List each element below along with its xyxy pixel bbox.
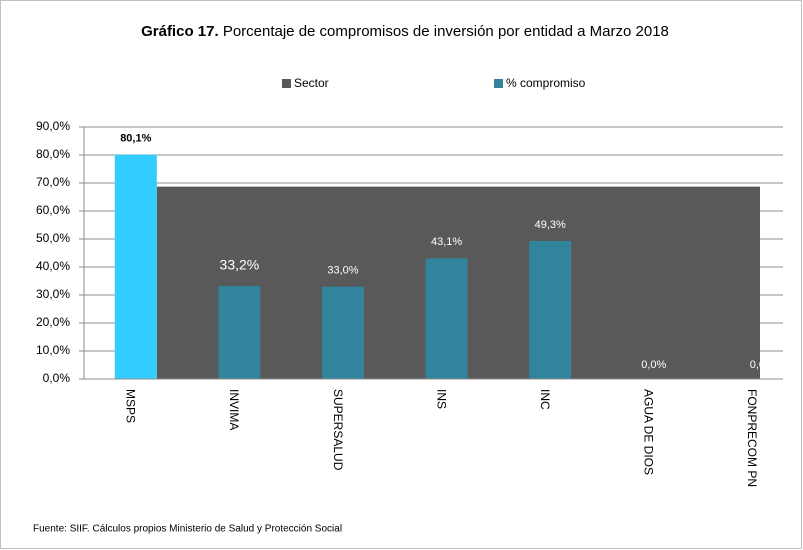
y-tick-label: 80,0% xyxy=(36,147,70,161)
data-label: 0,0% xyxy=(641,359,666,371)
data-label: 43,1% xyxy=(431,236,462,248)
x-tick-label: INC xyxy=(538,389,552,410)
legend-swatch xyxy=(494,79,503,88)
legend-label: Sector xyxy=(294,76,329,90)
y-tick-label: 90,0% xyxy=(36,119,70,133)
x-tick-label: SUPERSALUD xyxy=(331,389,345,471)
data-label: 33,2% xyxy=(220,257,260,273)
title-text: Porcentaje de compromisos de inversión p… xyxy=(223,23,669,40)
bar xyxy=(322,286,364,379)
y-tick-label: 40,0% xyxy=(36,259,70,273)
x-tick-label: INS xyxy=(434,389,448,409)
y-tick-label: 20,0% xyxy=(36,315,70,329)
data-label: 33,0% xyxy=(327,265,358,277)
title-number: Gráfico 17. xyxy=(141,23,219,40)
legend-label: % compromiso xyxy=(506,76,586,90)
data-label: 80,1% xyxy=(120,133,151,145)
x-tick-label: MSPS xyxy=(124,389,138,423)
source-note: Fuente: SIIF. Cálculos propios Ministeri… xyxy=(33,524,342,535)
x-tick-label: FONPRECOM PN xyxy=(745,389,759,487)
data-label: 49,3% xyxy=(535,219,566,231)
bar xyxy=(114,154,157,379)
x-tick-label: AGUA DE DIOS xyxy=(642,389,656,475)
y-tick-label: 60,0% xyxy=(36,203,70,217)
data-label: 0,0 xyxy=(750,359,765,371)
y-tick-label: 0,0% xyxy=(43,371,71,385)
y-tick-label: 30,0% xyxy=(36,287,70,301)
legend-swatch xyxy=(282,79,291,88)
bar xyxy=(218,286,261,379)
bar xyxy=(529,240,572,379)
chart-title: Gráfico 17. Porcentaje de compromisos de… xyxy=(141,23,669,40)
y-tick-label: 70,0% xyxy=(36,175,70,189)
y-tick-label: 50,0% xyxy=(36,231,70,245)
bar xyxy=(425,258,468,379)
x-tick-label: INVIMA xyxy=(227,389,241,430)
y-tick-label: 10,0% xyxy=(36,343,70,357)
